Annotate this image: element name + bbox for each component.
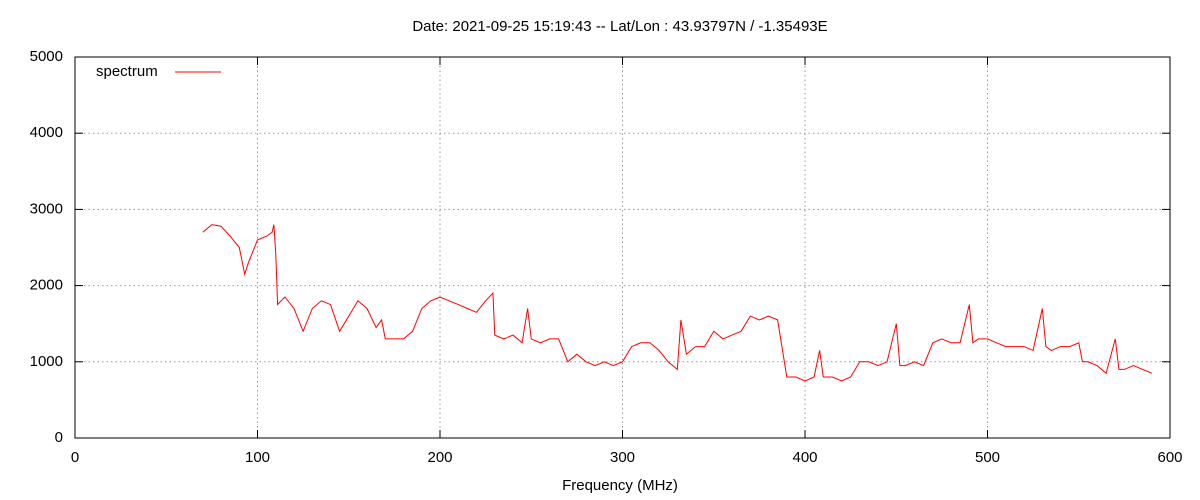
y-tick-label: 0 [55, 429, 63, 446]
x-tick-label: 100 [245, 449, 270, 466]
x-tick-label: 300 [610, 449, 635, 466]
x-axis-label: Frequency (MHz) [562, 477, 678, 494]
y-tick-label: 5000 [30, 48, 63, 65]
x-tick-label: 400 [792, 449, 817, 466]
y-tick-label: 1000 [30, 353, 63, 370]
x-tick-label: 200 [427, 449, 452, 466]
y-tick-label: 2000 [30, 277, 63, 294]
plot-border [74, 56, 1171, 439]
y-tick-label: 3000 [30, 200, 63, 217]
data-line [202, 224, 1152, 382]
x-tick-label: 500 [975, 449, 1000, 466]
chart-title: Date: 2021-09-25 15:19:43 -- Lat/Lon : 4… [412, 18, 827, 35]
x-tick-label: 600 [1157, 449, 1182, 466]
y-tick-label: 4000 [30, 124, 63, 141]
legend-label: spectrum [96, 63, 158, 80]
x-tick-label: 0 [71, 449, 79, 466]
